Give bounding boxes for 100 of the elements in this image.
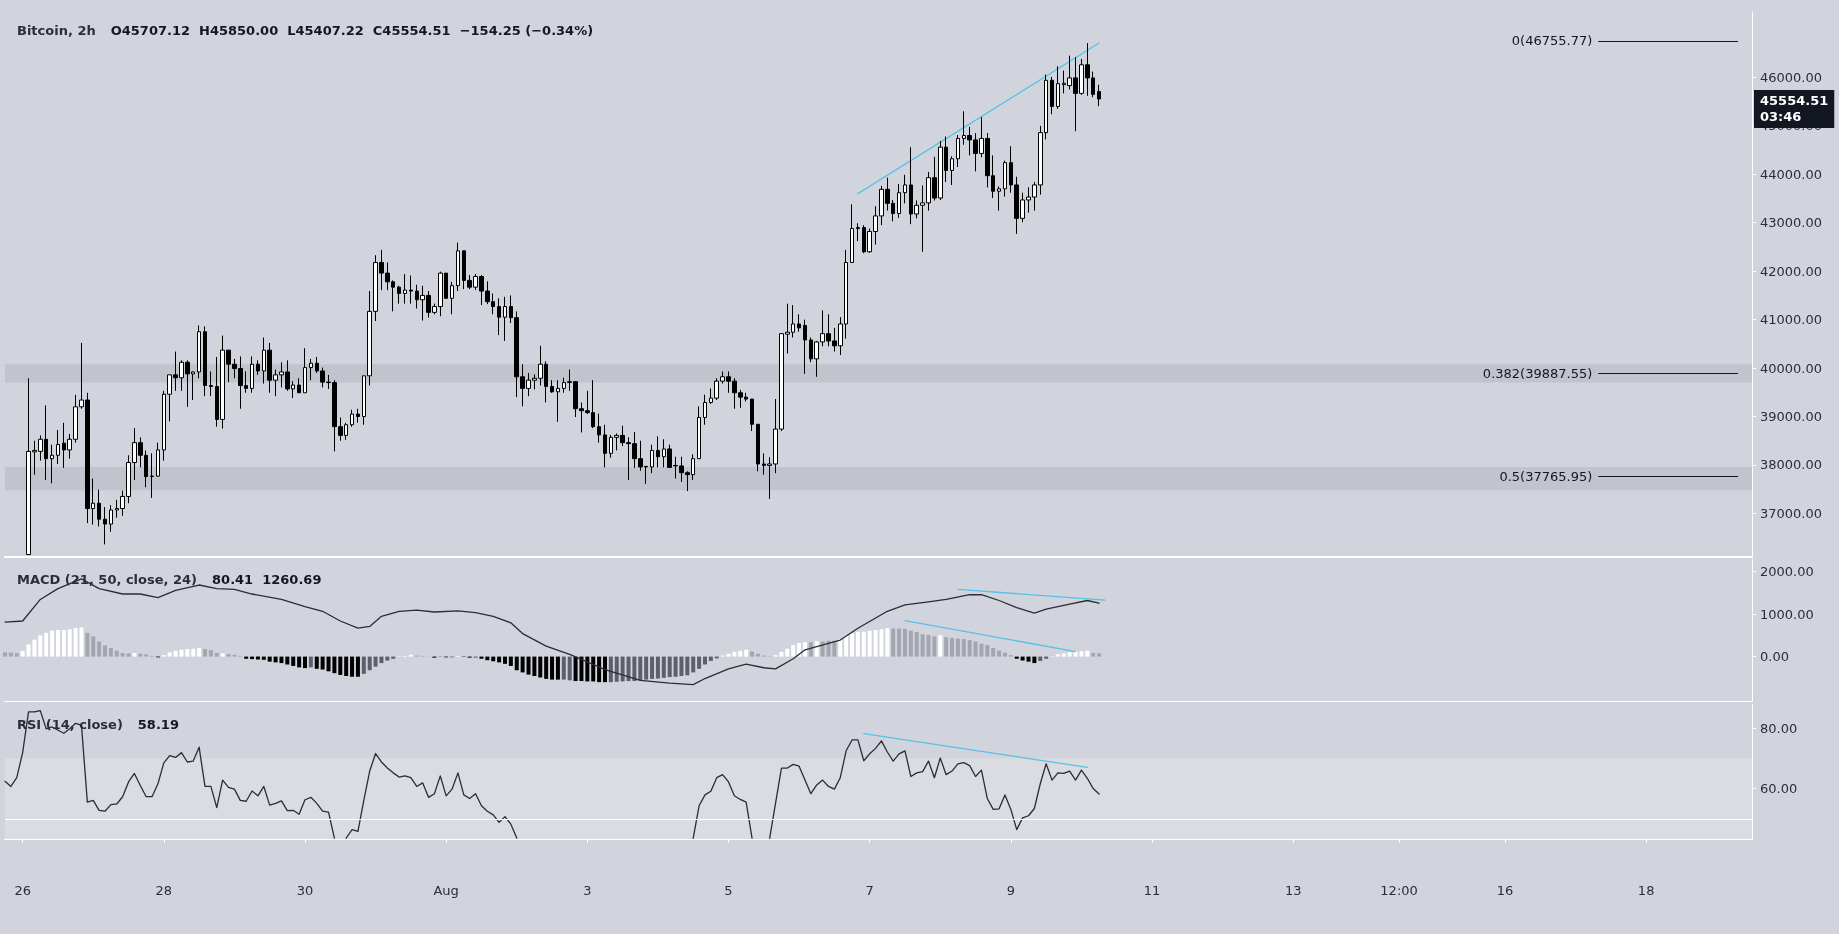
- bar: [126, 653, 131, 657]
- bar: [585, 656, 590, 682]
- bar: [620, 656, 625, 682]
- bar: [867, 630, 872, 657]
- bar: [638, 656, 643, 681]
- bar: [302, 656, 307, 669]
- candlestick: [150, 452, 154, 499]
- bar: [214, 652, 219, 657]
- bar: [320, 656, 325, 670]
- bar: [50, 630, 55, 657]
- bar: [855, 631, 860, 657]
- candlestick: [650, 444, 654, 474]
- bar: [944, 637, 949, 657]
- bar: [938, 635, 943, 657]
- bar: [644, 656, 649, 680]
- x-tick-label: 13: [1284, 883, 1302, 898]
- candlestick: [56, 429, 60, 465]
- bar: [502, 656, 507, 664]
- candlestick: [350, 409, 354, 428]
- bar: [67, 629, 72, 657]
- bar: [97, 641, 102, 657]
- bar: [1002, 652, 1007, 657]
- candlestick: [356, 408, 360, 424]
- bar: [167, 652, 172, 657]
- candlestick: [397, 285, 401, 305]
- bar: [602, 656, 607, 683]
- text: 80.41 1260.69: [212, 571, 322, 587]
- candlestick: [203, 325, 207, 397]
- bar: [985, 645, 990, 657]
- bar: [961, 638, 966, 657]
- bar: [655, 656, 660, 679]
- candlestick: [603, 424, 607, 468]
- bar: [650, 656, 655, 679]
- bar: [991, 647, 996, 657]
- bar: [355, 656, 360, 677]
- candlestick: [1097, 84, 1101, 107]
- bar: [750, 651, 755, 657]
- bar: [138, 653, 143, 657]
- bar: [220, 653, 225, 657]
- candlestick: [256, 359, 260, 376]
- bar: [61, 629, 66, 657]
- x-tick-label: 28: [155, 883, 173, 898]
- x-tick-label: 5: [724, 883, 733, 898]
- ref-line-label: 0(46755.77): [1511, 33, 1593, 49]
- bar: [914, 632, 919, 657]
- candlestick: [797, 313, 801, 333]
- bar: [185, 649, 190, 657]
- candlestick: [897, 183, 901, 219]
- x-tick-label: 30: [296, 883, 314, 898]
- bar: [20, 650, 25, 657]
- x-tick-label: 18: [1637, 883, 1655, 898]
- bar: [297, 656, 302, 668]
- bar: [550, 656, 555, 680]
- bar: [1091, 652, 1096, 657]
- bar: [1061, 653, 1066, 657]
- candlestick: [597, 413, 601, 444]
- x-tick-label: 12:00: [1380, 883, 1418, 898]
- bar: [120, 652, 125, 657]
- ref-line-label: 0.5(37765.95): [1499, 468, 1593, 484]
- bar: [1067, 652, 1072, 657]
- bar: [514, 656, 519, 671]
- candlestick: [156, 442, 160, 478]
- candlestick: [656, 435, 660, 468]
- x-tick-label: 9: [1006, 883, 1015, 898]
- bar: [508, 656, 513, 666]
- bar: [967, 640, 972, 657]
- candlestick: [303, 347, 307, 394]
- candlestick: [197, 324, 201, 379]
- text: 45554.51: [1760, 93, 1829, 109]
- bar: [902, 628, 907, 657]
- candlestick: [803, 319, 807, 375]
- candlestick: [1050, 76, 1054, 115]
- text: 03:46: [1760, 109, 1802, 125]
- candlestick: [697, 405, 701, 460]
- candlestick: [997, 185, 1001, 212]
- candlestick: [103, 506, 107, 545]
- y-tick-label: 0.00: [1760, 649, 1789, 665]
- bar: [814, 641, 819, 657]
- bar: [685, 656, 690, 676]
- bar: [661, 656, 666, 678]
- bar: [314, 656, 319, 669]
- bar: [932, 636, 937, 657]
- bar: [950, 637, 955, 657]
- y-tick-label: 43000.00: [1760, 215, 1823, 231]
- bar: [385, 656, 390, 661]
- bar: [544, 656, 549, 679]
- bar: [738, 650, 743, 657]
- bar: [897, 628, 902, 657]
- bar: [591, 656, 596, 682]
- bar: [667, 656, 672, 678]
- candlestick: [856, 222, 860, 242]
- candlestick: [1056, 65, 1060, 110]
- candlestick: [903, 174, 907, 204]
- bar: [91, 636, 96, 657]
- bar: [85, 632, 90, 657]
- candlestick: [956, 134, 960, 168]
- bar: [267, 656, 272, 662]
- bar: [55, 629, 60, 657]
- bar: [955, 638, 960, 657]
- bar: [144, 654, 149, 657]
